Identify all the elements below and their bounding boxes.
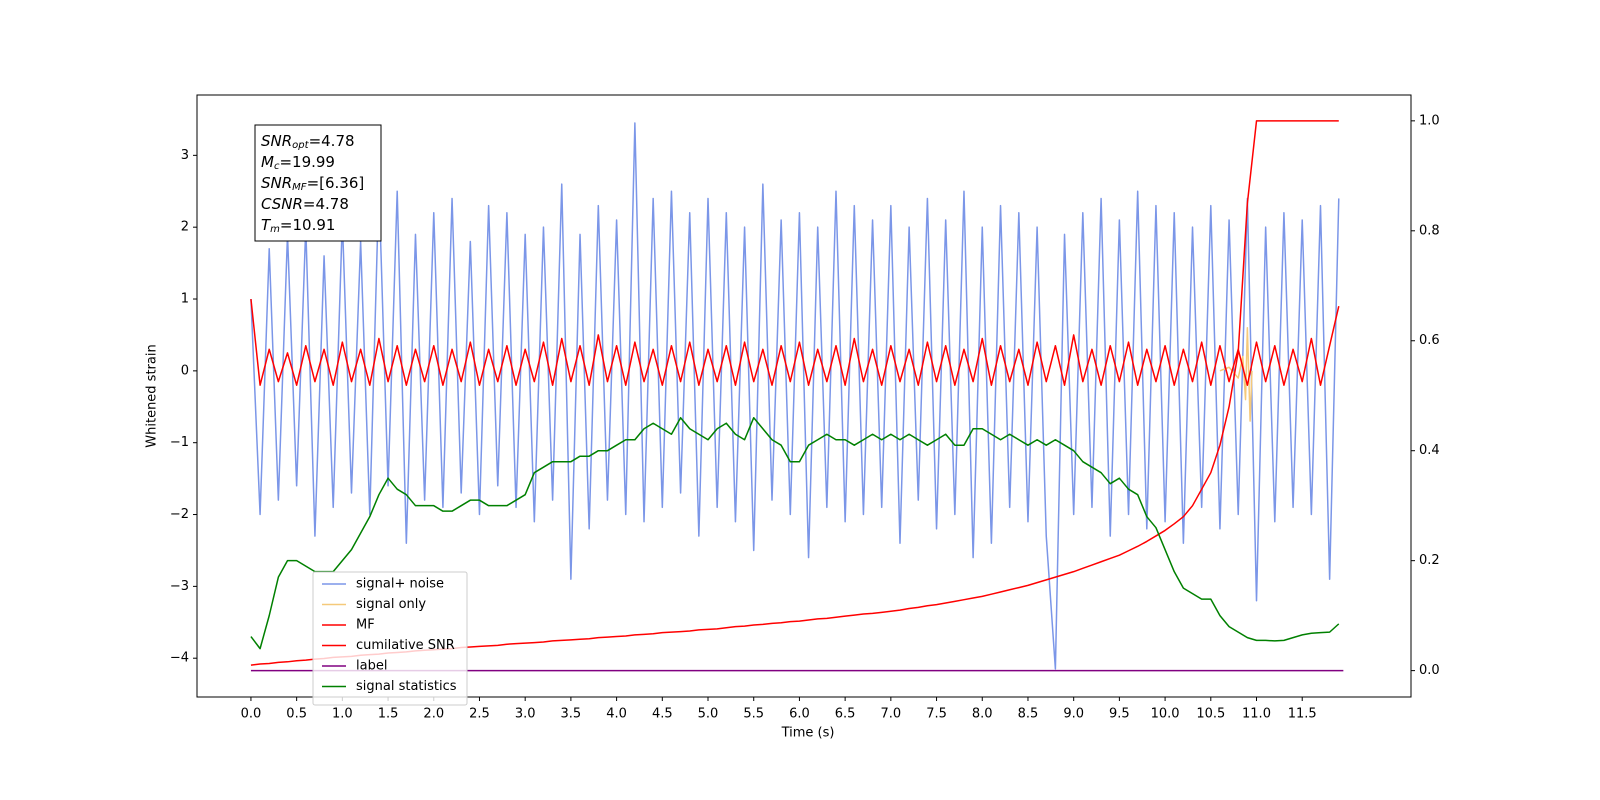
x-tick-label: 11.5 [1288, 707, 1317, 722]
plot-frame [196, 94, 1412, 698]
annotation-value: =10.91 [280, 216, 336, 234]
y-axis-label: Whitened strain [145, 344, 160, 447]
y2-tick-label: 1.0 [1419, 113, 1440, 128]
x-tick-label: 9.5 [1109, 707, 1130, 722]
legend-box [312, 571, 468, 706]
x-tick-label: 1.0 [332, 707, 353, 722]
x-tick-label: 3.0 [515, 707, 536, 722]
legend-label: MF [356, 618, 375, 633]
legend-label: label [356, 659, 387, 674]
y-tick-label: 1 [181, 292, 189, 307]
annotation-subscript: opt [292, 140, 309, 151]
legend-label: signal+ noise [356, 577, 444, 592]
annotation-symbol: SNR [261, 174, 292, 192]
annotation-subscript: MF [292, 182, 307, 193]
y-tick-label: 0 [181, 363, 189, 378]
y2-tick-label: 0.8 [1419, 223, 1440, 238]
x-tick-label: 4.5 [652, 707, 673, 722]
annotation-symbol: T [261, 216, 272, 234]
annotation-line: SNRopt=4.78 [261, 132, 355, 152]
annotation-subscript: c [274, 161, 280, 172]
x-tick-label: 6.5 [835, 707, 856, 722]
legend-label: signal statistics [356, 679, 457, 694]
x-tick-label: 2.5 [469, 707, 490, 722]
annotation-symbol: CSNR [261, 195, 303, 213]
annotation-line: SNRMF=[6.36] [261, 174, 364, 194]
x-axis-label: Time (s) [781, 726, 835, 741]
y2-tick-label: 0.4 [1419, 443, 1440, 458]
x-tick-label: 7.0 [881, 707, 902, 722]
x-tick-label: 4.0 [606, 707, 627, 722]
y-tick-label: 3 [181, 148, 189, 163]
y2-tick-label: 0.2 [1419, 553, 1440, 568]
x-tick-label: 5.5 [743, 707, 764, 722]
y-tick-label: −4 [170, 651, 189, 666]
annotation-subscript: m [270, 224, 280, 235]
legend-label: signal only [356, 597, 426, 612]
x-tick-label: 7.5 [926, 707, 947, 722]
series-line [1219, 327, 1253, 422]
x-tick-label: 8.5 [1018, 707, 1039, 722]
x-tick-label: 11.0 [1242, 707, 1271, 722]
x-tick-label: 8.0 [972, 707, 993, 722]
annotation-value: =4.78 [309, 132, 355, 150]
y2-tick-label: 0.6 [1419, 333, 1440, 348]
annotation-line: Mc=19.99 [261, 153, 335, 173]
annotation-value: =4.78 [303, 195, 349, 213]
x-tick-label: 9.0 [1063, 707, 1084, 722]
series-line [250, 298, 1340, 386]
annotation-box [254, 124, 382, 242]
annotation-value: =[6.36] [307, 174, 365, 192]
x-tick-label: 0.0 [241, 707, 262, 722]
x-tick-label: 10.0 [1151, 707, 1180, 722]
x-tick-label: 5.0 [698, 707, 719, 722]
y-tick-label: −1 [170, 435, 189, 450]
y2-tick-label: 0.0 [1419, 663, 1440, 678]
x-tick-label: 10.5 [1196, 707, 1225, 722]
x-tick-label: 2.0 [423, 707, 444, 722]
series-line [250, 416, 1340, 650]
y-tick-label: −3 [170, 579, 189, 594]
y-tick-label: −2 [170, 507, 189, 522]
x-tick-label: 0.5 [286, 707, 307, 722]
annotation-value: =19.99 [279, 153, 335, 171]
y-tick-label: 2 [181, 220, 189, 235]
x-tick-label: 6.0 [789, 707, 810, 722]
x-tick-label: 3.5 [561, 707, 582, 722]
legend-label: cumilative SNR [356, 638, 455, 653]
x-tick-label: 1.5 [378, 707, 399, 722]
annotation-line: Tm=10.91 [261, 216, 335, 236]
annotation-symbol: M [261, 153, 274, 171]
annotation-symbol: SNR [261, 132, 292, 150]
annotation-line: CSNR=4.78 [261, 195, 349, 213]
